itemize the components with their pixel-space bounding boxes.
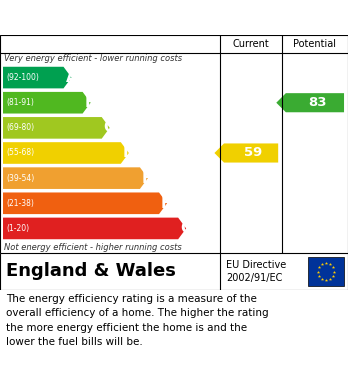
- Polygon shape: [3, 167, 148, 189]
- Polygon shape: [3, 117, 110, 139]
- Text: A: A: [65, 70, 77, 85]
- Text: EU Directive
2002/91/EC: EU Directive 2002/91/EC: [226, 260, 286, 283]
- Text: England & Wales: England & Wales: [6, 262, 176, 280]
- Text: The energy efficiency rating is a measure of the
overall efficiency of a home. T: The energy efficiency rating is a measur…: [6, 294, 269, 347]
- Text: (55-68): (55-68): [6, 149, 34, 158]
- Text: (21-38): (21-38): [6, 199, 34, 208]
- Text: 83: 83: [308, 96, 326, 109]
- Text: E: E: [142, 170, 152, 186]
- Text: Potential: Potential: [293, 39, 337, 49]
- Polygon shape: [3, 142, 129, 164]
- Text: F: F: [161, 196, 172, 211]
- Text: (92-100): (92-100): [6, 73, 39, 82]
- Text: Not energy efficient - higher running costs: Not energy efficient - higher running co…: [4, 242, 182, 251]
- Text: Energy Efficiency Rating: Energy Efficiency Rating: [10, 9, 239, 27]
- Polygon shape: [3, 218, 186, 239]
- Polygon shape: [3, 67, 71, 88]
- Polygon shape: [214, 143, 278, 163]
- Text: G: G: [180, 221, 193, 236]
- Text: (1-20): (1-20): [6, 224, 29, 233]
- Text: (69-80): (69-80): [6, 123, 34, 133]
- Polygon shape: [3, 192, 167, 214]
- Polygon shape: [3, 92, 90, 113]
- Text: 59: 59: [244, 147, 263, 160]
- Text: (81-91): (81-91): [6, 98, 34, 107]
- Text: B: B: [85, 95, 96, 110]
- Text: Very energy efficient - lower running costs: Very energy efficient - lower running co…: [4, 54, 182, 63]
- Bar: [308, 257, 344, 286]
- Text: D: D: [123, 145, 135, 160]
- Text: C: C: [104, 120, 115, 135]
- Text: (39-54): (39-54): [6, 174, 34, 183]
- Text: Current: Current: [233, 39, 269, 49]
- Polygon shape: [276, 93, 344, 112]
